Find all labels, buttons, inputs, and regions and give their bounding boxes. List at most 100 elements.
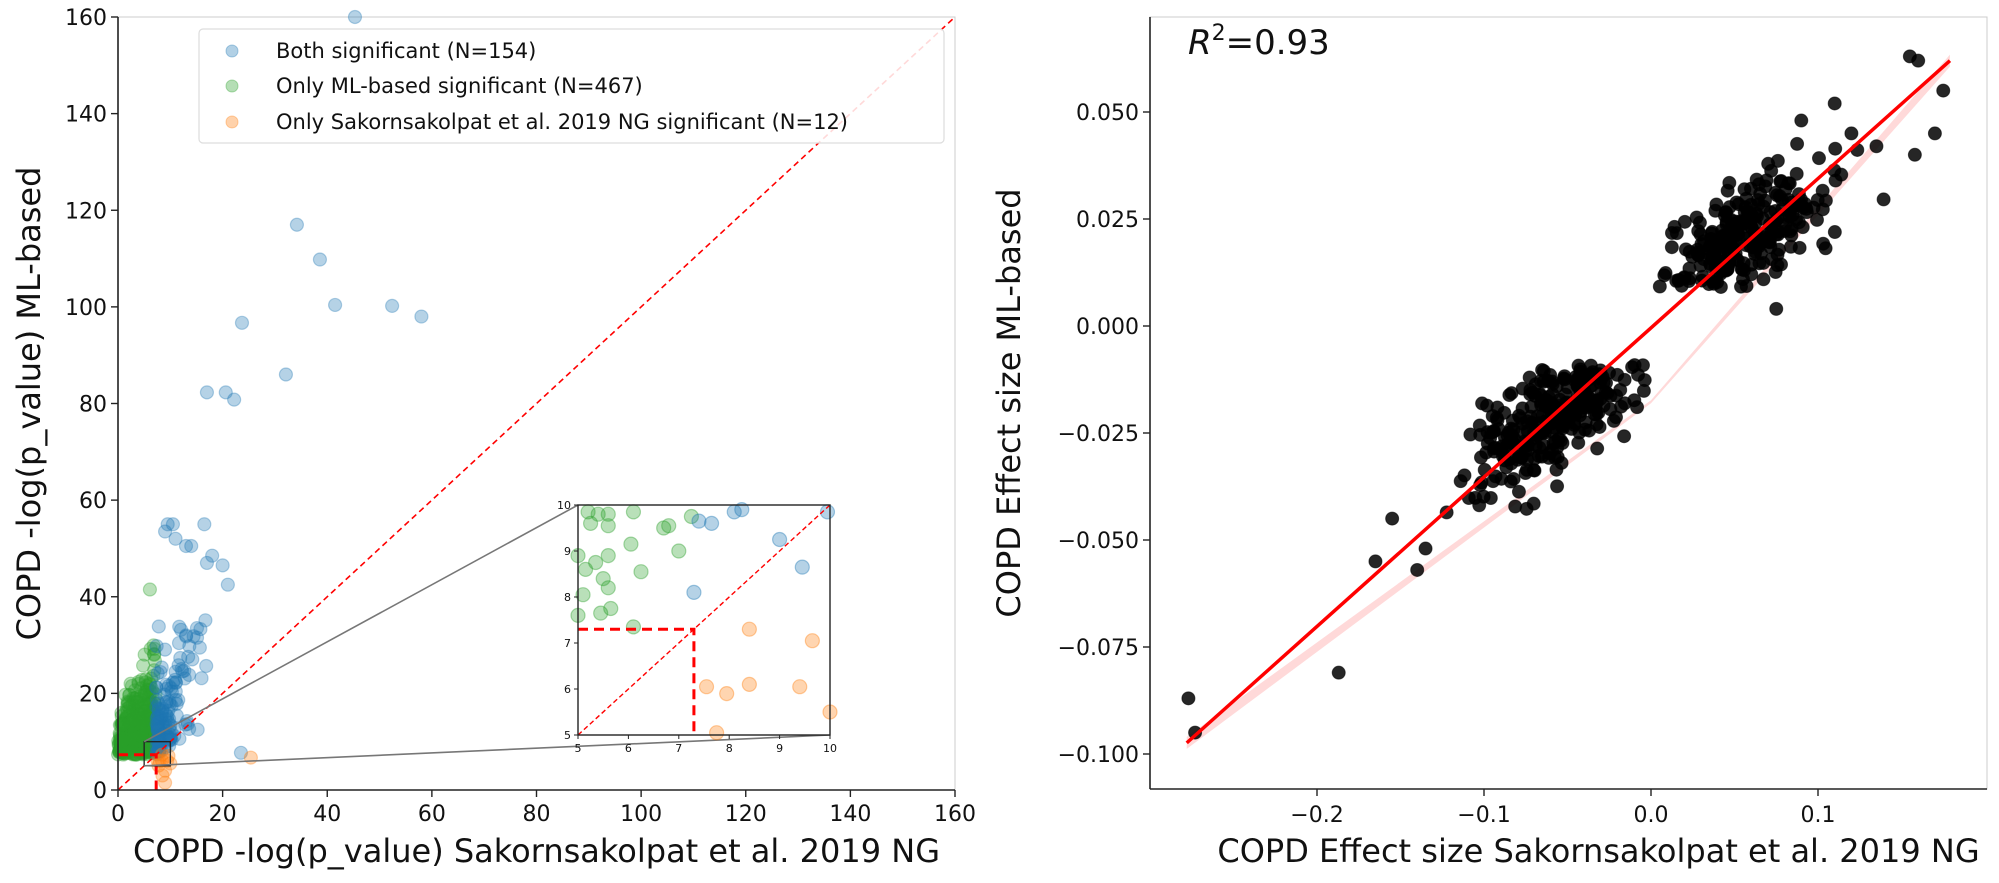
effect-size-point	[1500, 437, 1515, 452]
left-panel: 0 20 40 60 80 100 120 140 160 0 20 40 60 80 100 120 140 1…	[10, 6, 976, 870]
ml-only-point	[122, 714, 138, 730]
inset-sakorn-only-point	[741, 676, 757, 693]
ml-only-point	[121, 737, 136, 752]
ml-only-point	[140, 712, 155, 727]
ml-only-point	[136, 700, 151, 715]
both-significant-point	[178, 538, 194, 554]
ml-only-point	[137, 713, 152, 728]
effect-size-point	[1181, 691, 1196, 706]
inset-ml-only-point	[600, 506, 616, 522]
both-significant-point	[159, 681, 174, 697]
effect-size-point	[1508, 499, 1523, 514]
inset-y-tick-label: 5	[564, 729, 571, 742]
ml-only-point	[132, 738, 147, 754]
both-significant-point	[172, 619, 187, 634]
inset-both-significant-point	[771, 531, 788, 548]
inset-ml-only-point	[575, 587, 591, 603]
ml-only-point	[125, 719, 140, 734]
ml-only-point	[119, 727, 135, 742]
effect-size-point	[1827, 225, 1842, 240]
both-significant-point	[164, 684, 179, 699]
ml-only-point	[115, 729, 130, 744]
ml-only-point	[113, 738, 128, 753]
effect-size-point	[1550, 479, 1565, 494]
inset-connector-line	[144, 734, 831, 767]
both-significant-point	[168, 693, 183, 708]
x-tick-label: −0.2	[1290, 803, 1343, 828]
ml-only-point	[130, 708, 145, 723]
both-significant-point	[168, 675, 184, 690]
right-scatter-points	[1181, 49, 1951, 740]
ml-only-point	[137, 687, 152, 702]
effect-size-point	[1758, 193, 1773, 208]
ml-only-point	[123, 720, 139, 735]
ml-only-point	[126, 733, 141, 748]
both-significant-point	[161, 678, 176, 693]
legend-label-both: Both significant (N=154)	[276, 39, 536, 63]
ml-only-point	[121, 695, 137, 710]
both-significant-point	[165, 675, 181, 690]
inset-both-significant-point	[734, 502, 750, 518]
y-tick-label: 100	[65, 296, 107, 321]
ml-only-point	[144, 695, 159, 710]
effect-size-point	[1784, 221, 1799, 236]
both-significant-point	[157, 642, 173, 657]
both-significant-point	[162, 738, 177, 753]
ml-only-point	[115, 739, 130, 754]
inset-ml-only-point	[600, 547, 616, 564]
effect-size-point	[1761, 156, 1776, 171]
both-significant-point	[199, 555, 215, 571]
ml-only-point	[133, 717, 149, 732]
both-significant-point	[151, 702, 166, 718]
ml-only-point	[123, 733, 138, 748]
both-significant-point	[218, 385, 233, 400]
ml-only-point	[124, 736, 139, 751]
ml-only-point	[131, 706, 146, 722]
both-significant-point	[168, 675, 183, 690]
ml-only-point	[125, 724, 140, 740]
both-significant-point	[155, 715, 170, 730]
both-significant-point	[190, 722, 205, 737]
ml-only-point	[141, 709, 156, 724]
ml-only-point	[128, 692, 143, 707]
ml-only-point	[144, 720, 160, 735]
ml-only-point	[111, 736, 126, 752]
effect-size-point	[1762, 235, 1777, 250]
effect-size-point	[1609, 388, 1624, 403]
ml-only-point	[122, 688, 137, 703]
ml-only-point	[145, 701, 160, 716]
ml-only-point	[147, 696, 162, 711]
ml-only-point	[120, 704, 135, 719]
ml-only-point	[120, 728, 135, 743]
ml-only-point	[138, 697, 153, 712]
ml-only-point	[113, 732, 128, 747]
ml-only-point	[119, 722, 134, 737]
ml-only-point	[125, 697, 140, 713]
ml-only-point	[126, 728, 141, 743]
legend-label-ml-only: Only ML-based significant (N=467)	[276, 74, 643, 98]
ml-only-point	[126, 729, 141, 745]
ml-only-point	[119, 735, 134, 750]
ml-only-point	[148, 736, 163, 751]
ml-only-point	[123, 716, 138, 731]
legend-marker-sakorn-only	[225, 115, 239, 129]
ml-only-point	[130, 695, 145, 710]
y-tick-label: 40	[79, 586, 107, 611]
ml-only-point	[116, 732, 131, 747]
ml-only-point	[138, 699, 153, 715]
ml-only-point	[145, 684, 160, 699]
x-tick-label: 0.0	[1634, 803, 1669, 828]
ml-only-point	[112, 730, 128, 745]
both-significant-point	[149, 700, 164, 715]
ml-only-point	[138, 704, 153, 719]
both-significant-point	[154, 660, 169, 675]
ml-only-point	[126, 704, 141, 719]
effect-size-point	[1709, 197, 1724, 212]
both-significant-point	[169, 696, 184, 711]
both-significant-point	[153, 664, 168, 680]
both-significant-point	[177, 663, 192, 678]
ml-only-point	[125, 708, 141, 723]
inset-ml-only-point	[582, 515, 599, 532]
ml-only-point	[118, 730, 133, 745]
ml-only-point	[143, 696, 158, 712]
